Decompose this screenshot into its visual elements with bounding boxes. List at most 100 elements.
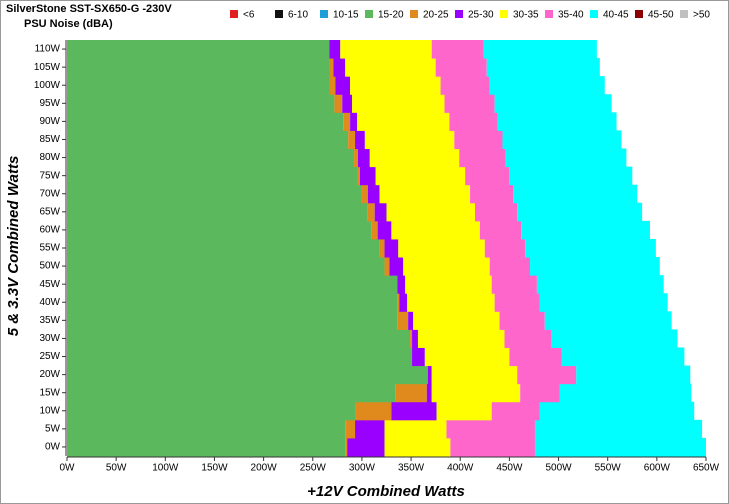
legend-swatch [320,10,328,18]
bar-segment [459,148,506,168]
y-tick-label: 5W [45,424,61,435]
bar-segment [329,58,334,77]
y-tick-label: 60W [39,225,60,236]
y-tick-label: 40W [39,297,60,308]
bar-segment [449,112,498,131]
legend-label: 10-15 [333,10,359,21]
y-tick-label: 45W [39,279,60,290]
bar-segment [384,419,447,439]
bar-segment [521,220,650,240]
bar-segment [67,184,362,204]
legend-label: 20-25 [423,10,449,21]
bar-segment [494,293,540,312]
y-tick-label: 105W [34,62,61,73]
bar-segment [355,401,392,421]
bar-segment [489,76,605,95]
legend-swatch [230,10,238,18]
x-tick-label: 550W [595,463,622,474]
bar-segment [424,347,510,367]
bar-segment [67,76,330,95]
bar-segment [67,257,385,276]
bar-segment [470,184,514,204]
legend-swatch [365,10,373,18]
bar-segment [397,293,400,312]
bar-segment [355,130,365,150]
bar-segment [435,58,487,77]
bar-segment [352,94,445,113]
x-tick-label: 50W [106,463,127,474]
bar-segment [446,419,535,439]
bar-segment [426,383,432,403]
chart-subtitle: PSU Noise (dBA) [24,18,113,30]
y-tick-label: 110W [35,44,61,55]
legend-swatch [500,10,508,18]
bar-segment [397,311,409,330]
legend-label: 40-45 [603,10,629,21]
x-tick-label: 500W [545,463,572,474]
x-tick-label: 350W [398,463,425,474]
bar-segment [348,130,356,150]
y-tick-label: 70W [39,188,60,199]
bar-segment [395,383,427,403]
bar-segment [361,184,368,204]
bar-segment [357,166,360,186]
bar-segment [536,275,664,294]
bar-segment [398,238,485,258]
legend-swatch [635,10,643,18]
bar-segment [489,257,531,276]
bar-segment [465,166,510,186]
legend-swatch [680,10,688,18]
bar-segment [67,437,346,457]
bar-segment [417,329,505,348]
bar-segment [345,437,348,457]
legend-swatch [545,10,553,18]
bar-segment [333,58,346,77]
bar-segment [440,76,490,95]
bar-segment [391,220,480,240]
bar-segment [329,40,341,59]
legend-label: >50 [693,10,710,21]
x-tick-label: 150W [201,463,228,474]
bar-segment [479,220,522,240]
bar-segment [67,130,349,150]
bar-segment [67,202,368,222]
x-tick-label: 100W [152,463,179,474]
bar-segment [559,383,692,403]
y-axis-title: 5 & 3.3V Combined Watts [5,156,22,337]
legend-label: <6 [243,10,255,21]
bar-segment [412,329,418,348]
bar-segment [483,40,597,59]
bar-segment [343,112,351,131]
bar-segment [350,76,441,95]
bar-segment [371,220,378,240]
bar-segment [517,365,577,385]
bar-segment [513,184,638,204]
bar-segment [345,58,436,77]
bar-segment [367,202,375,222]
bar-segment [67,365,428,385]
y-tick-label: 30W [39,333,60,344]
bar-segment [354,148,358,168]
bar-segment [355,419,385,439]
bar-segment [576,365,691,385]
bar-segment [491,401,540,421]
bar-segment [499,311,545,330]
bar-segment [520,383,560,403]
bar-segment [67,238,380,258]
bar-segment [67,293,398,312]
legend-label: 45-50 [648,10,674,21]
bar-segment [431,383,521,403]
bar-segment [399,293,408,312]
bar-segment [67,401,356,421]
bar-segment [67,166,358,186]
bar-segment [505,148,627,168]
y-tick-label: 20W [39,369,60,380]
y-tick-label: 90W [39,116,60,127]
bar-segment [544,311,672,330]
bar-segment [389,257,404,276]
bar-segment [67,94,335,113]
bar-segment [335,76,351,95]
bar-segment [67,347,413,367]
bar-segment [384,437,451,457]
